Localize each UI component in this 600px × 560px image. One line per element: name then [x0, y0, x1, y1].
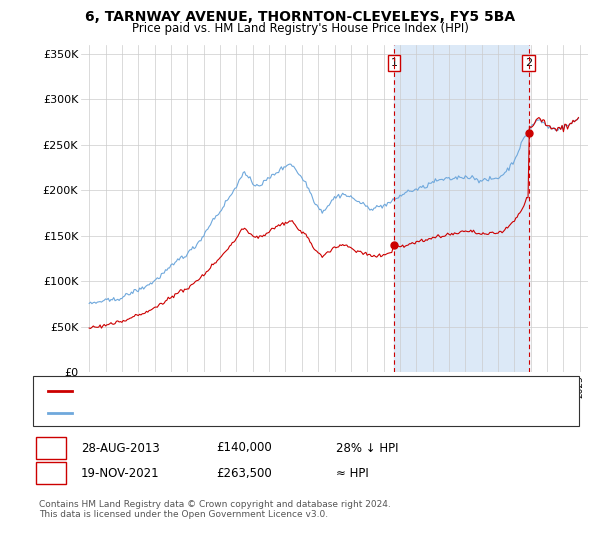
Text: Price paid vs. HM Land Registry's House Price Index (HPI): Price paid vs. HM Land Registry's House …: [131, 22, 469, 35]
Text: 2: 2: [525, 58, 532, 68]
Text: 1: 1: [391, 58, 398, 68]
Bar: [394, 45, 529, 372]
Text: HPI: Average price, detached house, Wyre: HPI: Average price, detached house, Wyre: [78, 408, 298, 418]
Text: 2: 2: [47, 466, 55, 480]
Text: £140,000: £140,000: [216, 441, 272, 455]
Text: 28-AUG-2013: 28-AUG-2013: [81, 441, 160, 455]
Text: ≈ HPI: ≈ HPI: [336, 466, 369, 480]
Text: 6, TARNWAY AVENUE, THORNTON-CLEVELEYS, FY5 5BA (detached house): 6, TARNWAY AVENUE, THORNTON-CLEVELEYS, F…: [78, 386, 458, 396]
Text: 19-NOV-2021: 19-NOV-2021: [81, 466, 160, 480]
Text: £263,500: £263,500: [216, 466, 272, 480]
Text: 6, TARNWAY AVENUE, THORNTON-CLEVELEYS, FY5 5BA: 6, TARNWAY AVENUE, THORNTON-CLEVELEYS, F…: [85, 10, 515, 24]
Text: 1: 1: [47, 441, 55, 455]
Text: 28% ↓ HPI: 28% ↓ HPI: [336, 441, 398, 455]
Text: Contains HM Land Registry data © Crown copyright and database right 2024.
This d: Contains HM Land Registry data © Crown c…: [39, 500, 391, 519]
